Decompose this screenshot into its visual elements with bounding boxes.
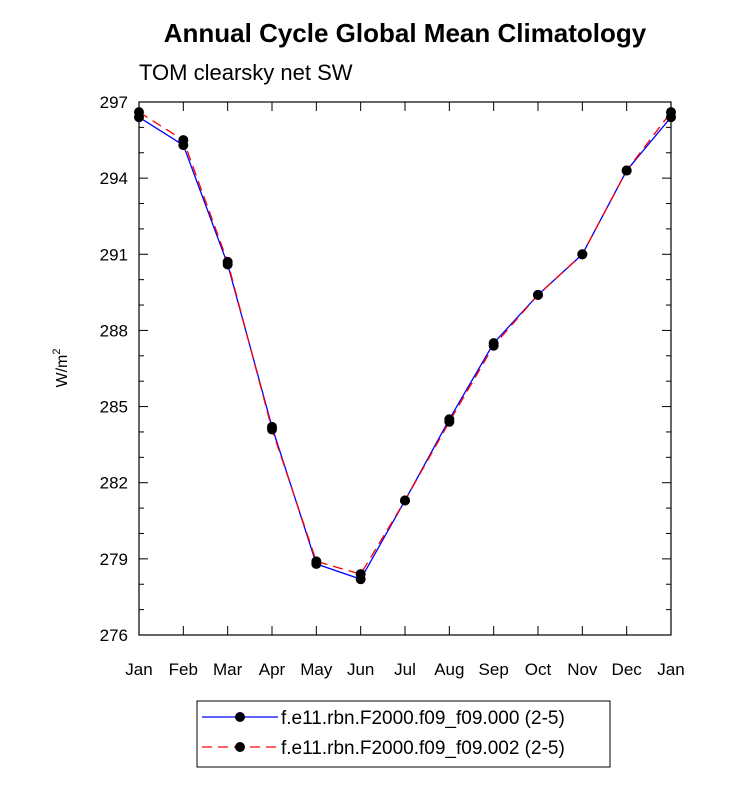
y-tick-label: 279 xyxy=(100,550,128,569)
series-2-point xyxy=(134,107,144,118)
legend-marker-series-2 xyxy=(235,742,245,752)
series-2-point xyxy=(267,424,277,435)
x-tick-label: Sep xyxy=(479,660,509,679)
x-axis-ticks: Jan Feb Mar Apr May Jun Jul Aug Sep Oct Nov Dec Jan xyxy=(125,102,685,679)
x-tick-label: Aug xyxy=(434,660,464,679)
series-2-point xyxy=(444,416,455,427)
x-tick-label: Jun xyxy=(347,660,374,679)
y-tick-label: 294 xyxy=(100,169,128,188)
series-2-point xyxy=(666,107,676,118)
legend: f.e11.rbn.F2000.f09_f09.000 (2-5) f.e11.… xyxy=(196,700,611,768)
y-axis-label-superscript: 2 xyxy=(51,349,63,355)
x-tick-label: Nov xyxy=(567,660,598,679)
series-2-point xyxy=(488,340,499,351)
y-tick-label: 276 xyxy=(100,626,128,645)
legend-label-series-2: f.e11.rbn.F2000.f09_f09.002 (2-5) xyxy=(281,738,565,759)
series-2-point xyxy=(621,165,632,176)
x-tick-label: Oct xyxy=(525,660,552,679)
x-tick-label: Mar xyxy=(213,660,243,679)
y-tick-label: 288 xyxy=(100,321,128,340)
y-tick-label: 291 xyxy=(100,245,128,264)
x-tick-label: Jan xyxy=(657,660,684,679)
series-2-point xyxy=(355,569,366,580)
x-tick-label: Jan xyxy=(125,660,152,679)
x-tick-label: Dec xyxy=(612,660,643,679)
series-2-point xyxy=(400,495,410,506)
legend-label-series-1: f.e11.rbn.F2000.f09_f09.000 (2-5) xyxy=(281,708,565,729)
y-tick-label: 282 xyxy=(100,474,128,493)
x-tick-label: Apr xyxy=(259,660,286,679)
chart-subtitle: TOM clearsky net SW xyxy=(139,60,353,85)
series-2-point xyxy=(577,249,588,260)
series-2-point xyxy=(222,256,233,267)
x-tick-label: Feb xyxy=(169,660,198,679)
plot-frame xyxy=(138,101,672,636)
chart-title: Annual Cycle Global Mean Climatology xyxy=(164,18,647,48)
series-2-point xyxy=(311,556,322,567)
legend-box xyxy=(196,700,611,768)
y-axis-label: W/m2 xyxy=(51,349,71,388)
x-tick-label: May xyxy=(300,660,333,679)
series-line-1 xyxy=(138,116,672,580)
y-tick-label: 285 xyxy=(100,398,128,417)
series-2-point xyxy=(178,135,189,146)
x-tick-label: Jul xyxy=(394,660,416,679)
series-2-point xyxy=(533,289,543,300)
y-tick-label: 297 xyxy=(100,93,128,112)
series-layer xyxy=(134,107,676,585)
y-axis-label-text: W/m xyxy=(54,355,71,388)
y-axis-ticks: 297 294 291 288 285 282 279 276 xyxy=(100,93,671,645)
legend-marker-series-1 xyxy=(235,712,245,722)
